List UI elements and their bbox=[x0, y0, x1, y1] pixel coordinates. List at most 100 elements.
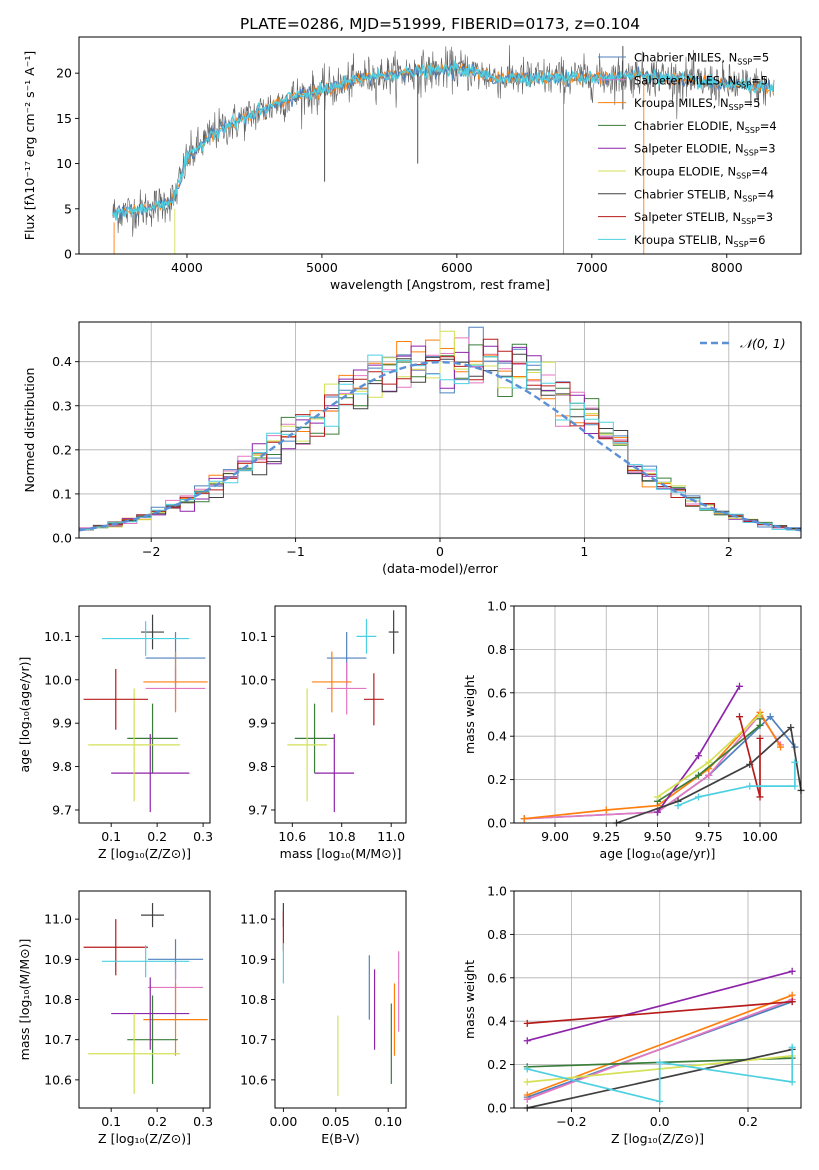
y-axis-label: age [log₁₀(age/yr)] bbox=[17, 657, 32, 773]
y-tick-label: 11.0 bbox=[240, 912, 268, 927]
spectrum-legend: Chabrier MILES, NSSP=5 Salpeter MILES, NS… bbox=[598, 51, 777, 249]
y-tick-label: 9.8 bbox=[52, 759, 72, 774]
x-tick-label: 9.75 bbox=[695, 829, 723, 844]
y-tick-label: 9.8 bbox=[248, 759, 268, 774]
weight-marker bbox=[705, 758, 713, 766]
plot-area-mass_vs_ebv bbox=[282, 903, 400, 1096]
legend-label: Kroupa ELODIE, NSSP=4 bbox=[634, 165, 768, 181]
y-tick-label: 9.7 bbox=[248, 802, 268, 817]
weight-marker bbox=[746, 782, 754, 790]
x-axis-label: wavelength [Angstrom, rest frame] bbox=[330, 277, 550, 292]
legend-label: Kroupa MILES, NSSP=5 bbox=[634, 96, 760, 112]
y-tick-label: 0 bbox=[64, 247, 72, 262]
x-tick-label: 0.0 bbox=[650, 1114, 670, 1129]
axes-frame bbox=[274, 890, 407, 1109]
axes-mass_vs_ebv: 0.00 0.05 0.10 10.6 10.7 10.8 10.9 11.0 E(B-V) bbox=[240, 890, 407, 1146]
y-tick-label: 0.1 bbox=[52, 486, 72, 501]
errorbar-point bbox=[127, 703, 178, 774]
gaussian-reference-curve bbox=[78, 360, 802, 532]
x-tick-label: −1 bbox=[286, 544, 304, 559]
x-axis-label: Z [log₁₀(Z/Z⊙)] bbox=[98, 846, 191, 861]
x-tick-label: 6000 bbox=[441, 260, 473, 275]
y-tick-label: 10.6 bbox=[240, 1072, 268, 1087]
x-axis-label: (data-model)/error bbox=[382, 561, 499, 576]
weight-marker bbox=[777, 743, 784, 751]
weight-marker bbox=[656, 1058, 664, 1066]
errorbar-point bbox=[143, 651, 208, 713]
x-tick-label: 9.00 bbox=[541, 829, 569, 844]
y-tick-label: 15 bbox=[56, 111, 72, 126]
errorbar-point bbox=[127, 995, 178, 1084]
y-tick-label: 0.2 bbox=[487, 772, 507, 787]
x-tick-label: 5000 bbox=[306, 260, 338, 275]
axes-spectrum: 4000 5000 6000 7000 8000 0 5 10 15 20 wavelength [… bbox=[22, 36, 802, 292]
errorbar-point bbox=[314, 734, 355, 813]
weight-marker bbox=[766, 713, 774, 721]
axes-residuals: −2 −1 0 1 2 0.0 0.1 0.2 0.3 0.4 (data-model)/error… bbox=[22, 321, 802, 576]
y-tick-label: 0.4 bbox=[487, 1014, 507, 1029]
weight-marker bbox=[705, 771, 713, 779]
weight-marker bbox=[523, 1091, 531, 1099]
y-tick-label: 10.0 bbox=[240, 672, 268, 687]
weight-marker bbox=[523, 1065, 531, 1073]
weight-marker bbox=[523, 1037, 531, 1045]
y-tick-label: 10.1 bbox=[44, 629, 72, 644]
y-tick-label: 1.0 bbox=[487, 884, 507, 899]
y-tick-label: 10.6 bbox=[44, 1072, 72, 1087]
errorbar-point bbox=[141, 903, 165, 928]
x-axis-label: Z [log₁₀(Z/Z⊙)] bbox=[611, 1131, 704, 1146]
legend-label: Chabrier STELIB, NSSP=4 bbox=[634, 187, 774, 203]
x-tick-label: 9.25 bbox=[592, 829, 620, 844]
weight-marker bbox=[602, 806, 610, 814]
errorbar-point bbox=[101, 945, 190, 978]
y-tick-label: 11.0 bbox=[44, 912, 72, 927]
weight-marker bbox=[788, 991, 796, 999]
axes-frame bbox=[78, 890, 211, 1109]
weight-marker bbox=[788, 998, 796, 1006]
x-tick-label: 0.2 bbox=[738, 1114, 758, 1129]
errorbar-point bbox=[143, 983, 208, 1056]
y-tick-label: 0.0 bbox=[487, 1101, 507, 1116]
y-tick-label: 0.6 bbox=[487, 685, 507, 700]
x-tick-label: 9.50 bbox=[644, 829, 672, 844]
x-tick-label: −2 bbox=[142, 544, 160, 559]
x-tick-label: 0.05 bbox=[322, 1114, 350, 1129]
histogram-salpeter-stelib bbox=[79, 338, 801, 531]
weight-marker bbox=[787, 724, 795, 732]
weight-marker bbox=[674, 802, 682, 810]
errorbar-point bbox=[88, 1013, 181, 1094]
x-tick-label: 10.6 bbox=[278, 829, 306, 844]
x-tick-label: −0.2 bbox=[556, 1114, 586, 1129]
x-tick-label: 11.0 bbox=[377, 829, 405, 844]
y-tick-label: 10.7 bbox=[44, 1032, 72, 1047]
weight-marker bbox=[756, 721, 764, 729]
weight-marker bbox=[736, 682, 743, 690]
x-tick-label: 0.00 bbox=[269, 1114, 297, 1129]
y-tick-label: 0.0 bbox=[52, 531, 72, 546]
y-tick-label: 10 bbox=[56, 156, 72, 171]
errorbar-point bbox=[111, 977, 190, 1050]
errorbar-point bbox=[101, 621, 190, 656]
y-tick-label: 0.4 bbox=[52, 354, 72, 369]
y-tick-label: 9.9 bbox=[52, 716, 72, 731]
weight-marker bbox=[654, 808, 661, 816]
x-tick-label: 7000 bbox=[576, 260, 608, 275]
weight-marker bbox=[736, 713, 743, 721]
legend-label: Salpeter MILES, NSSP=5 bbox=[634, 73, 768, 89]
errorbar-point bbox=[388, 610, 399, 654]
y-axis-label: mass weight bbox=[462, 960, 477, 1039]
y-tick-label: 10.1 bbox=[240, 629, 268, 644]
x-tick-label: 0.2 bbox=[147, 1114, 167, 1129]
y-tick-label: 10.0 bbox=[44, 672, 72, 687]
errorbar-point bbox=[326, 662, 367, 715]
plot-area-weight_vs_age bbox=[520, 682, 805, 827]
weight-marker bbox=[656, 1097, 664, 1105]
y-tick-label: 9.7 bbox=[52, 802, 72, 817]
x-tick-label: 0.10 bbox=[374, 1114, 402, 1129]
legend-label: Salpeter STELIB, NSSP=3 bbox=[634, 210, 773, 226]
weight-marker bbox=[695, 771, 702, 779]
weight-marker bbox=[788, 1043, 796, 1051]
legend-label: Chabrier MILES, NSSP=5 bbox=[634, 51, 769, 67]
weight-marker bbox=[654, 793, 661, 801]
y-tick-label: 0.3 bbox=[52, 398, 72, 413]
